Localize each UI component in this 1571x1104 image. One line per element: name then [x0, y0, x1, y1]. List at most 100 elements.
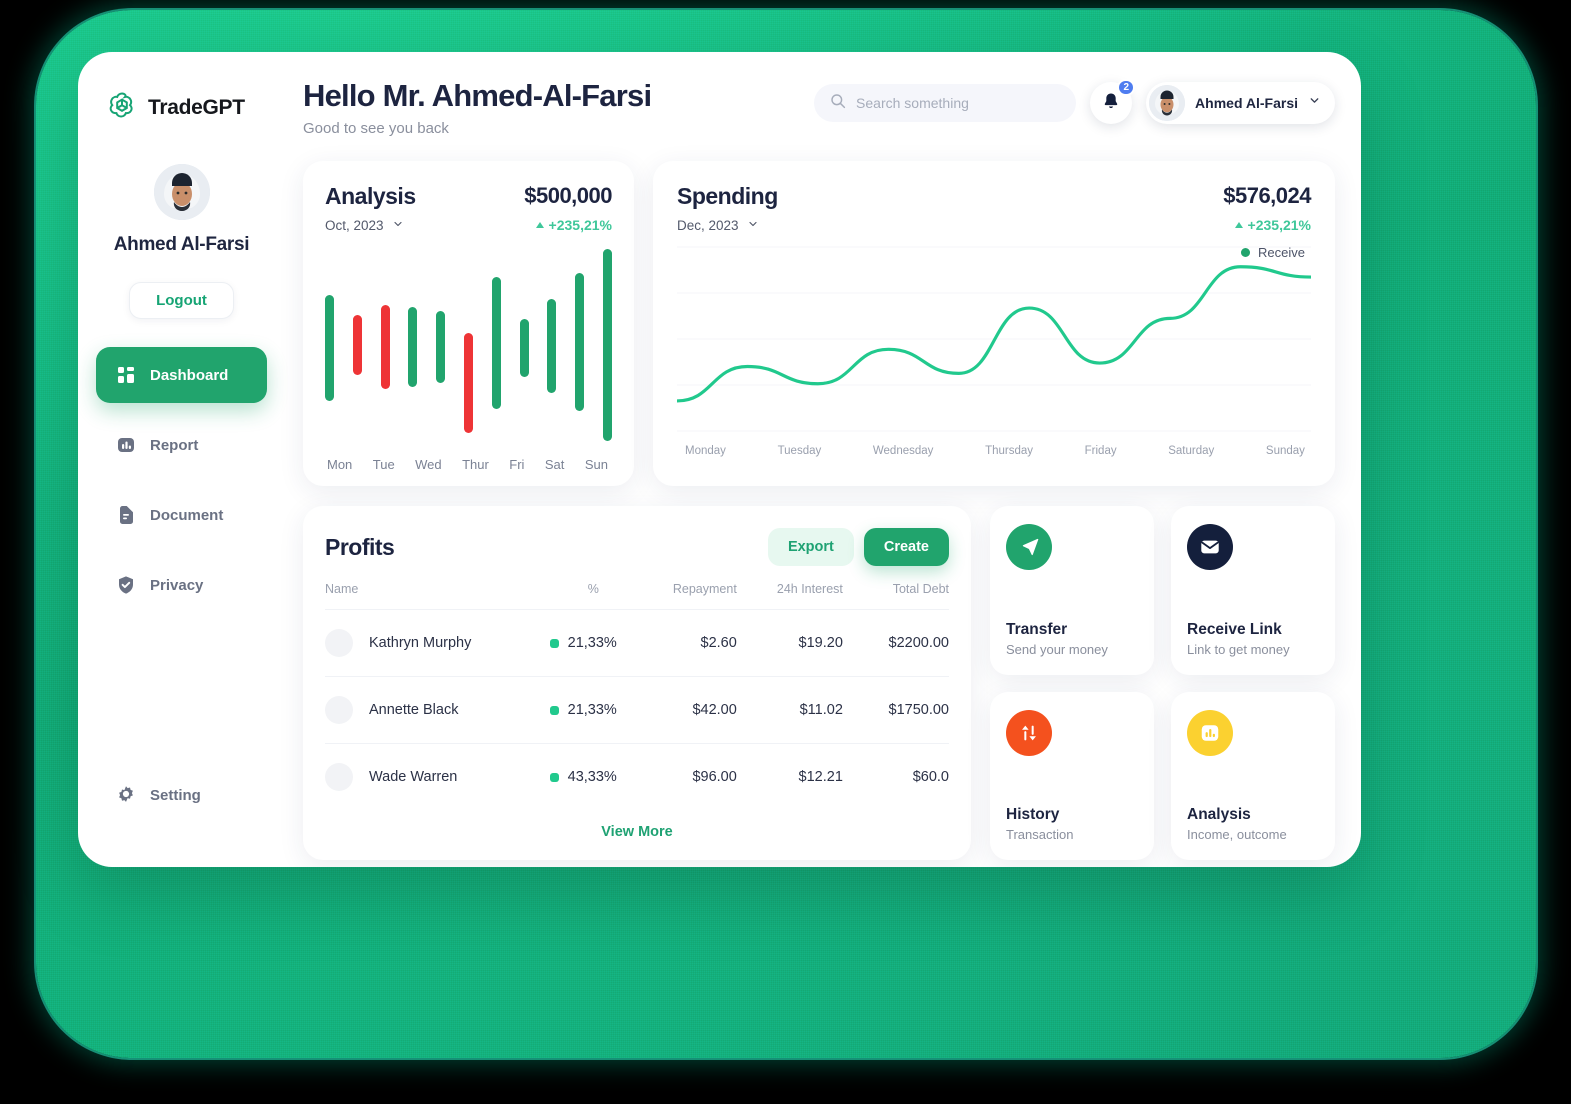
avatar [325, 629, 353, 657]
table-row[interactable]: Wade Warren 43,33% $96.00 $12.21 $60.0 [325, 743, 949, 811]
export-button[interactable]: Export [767, 528, 854, 566]
profits-table: Name % Repayment 24h Interest Total Debt [325, 582, 949, 810]
status-dot-icon [549, 638, 559, 648]
column-header: Repayment [672, 582, 737, 596]
profits-actions: Export Create [767, 528, 949, 566]
chart-bar [380, 305, 390, 389]
brand-name: TradeGPT [148, 96, 245, 119]
arrows-updown-icon [1006, 709, 1052, 756]
legend-label: Receive [1258, 245, 1305, 260]
sidebar-item-report[interactable]: Report [96, 417, 267, 473]
row-percent: 43,33% [567, 769, 617, 785]
chart-bar [325, 295, 334, 401]
gear-icon [116, 785, 136, 805]
spending-title: Spending [677, 183, 778, 209]
sidebar-item-privacy[interactable]: Privacy [96, 557, 267, 613]
action-card-history[interactable]: History Transaction [990, 691, 1154, 860]
cell-interest: $12.21 [798, 769, 843, 785]
column-header: % [587, 582, 599, 596]
sidebar-profile: Ahmed Al-Farsi [78, 164, 285, 256]
cell-debt: $2200.00 [888, 635, 949, 651]
avatar [325, 696, 353, 724]
lower-row: Profits Export Create Name % Repayment [303, 506, 1335, 860]
analysis-bar-chart [325, 249, 612, 449]
cell-name: Annette Black [325, 677, 550, 744]
search-box[interactable] [814, 84, 1077, 122]
axis-tick-label: Mon [327, 457, 353, 472]
table-body: Kathryn Murphy 21,33% $2.60 $19.20 $2200… [325, 609, 949, 811]
axis-tick-label: Saturday [1168, 445, 1215, 457]
sidebar-item-document[interactable]: Document [96, 487, 267, 543]
action-card-receive-link[interactable]: Receive Link Link to get money [1171, 506, 1335, 675]
profile-name: Ahmed Al-Farsi [1195, 95, 1298, 111]
cell-percent: 43,33% [549, 744, 637, 811]
avatar [153, 164, 210, 220]
analysis-period-select[interactable]: Oct, 2023 [325, 218, 416, 233]
axis-tick-label: Sunday [1265, 445, 1305, 457]
search-icon [830, 93, 846, 114]
column-header: Total Debt [892, 582, 949, 596]
sidebar-profile-name: Ahmed Al-Farsi [113, 234, 250, 255]
chart-bar [519, 319, 529, 377]
legend-dot-icon [1241, 248, 1251, 257]
create-button[interactable]: Create [863, 528, 949, 566]
analysis-delta-value: +235,21% [548, 217, 612, 233]
spending-delta-value: +235,21% [1247, 217, 1311, 233]
sidebar-item-label: Privacy [150, 576, 204, 594]
search-input[interactable] [856, 95, 1061, 111]
view-more-link[interactable]: View More [601, 824, 673, 840]
chart-bar [436, 311, 446, 383]
cell-repayment: $2.60 [700, 635, 737, 651]
spending-card-header: Spending Dec, 2023 $576,024 [677, 183, 1311, 233]
chart-bar [408, 307, 418, 387]
triangle-up-icon [535, 222, 544, 228]
bell-icon [1102, 92, 1120, 115]
chevron-down-icon [1308, 94, 1321, 112]
axis-tick-label: Thur [462, 457, 489, 472]
action-desc: Send your money [1006, 641, 1108, 657]
table-row[interactable]: Annette Black 21,33% $42.00 $11.02 $1750… [325, 676, 949, 744]
quick-actions: Transfer Send your money Receive Link Li… [990, 506, 1335, 860]
sidebar-item-setting[interactable]: Setting [96, 767, 267, 823]
axis-tick-label: Fri [509, 457, 525, 472]
avatar [325, 763, 353, 791]
chart-bar [464, 333, 473, 433]
column-header: Name [325, 582, 359, 596]
notification-badge: 2 [1117, 79, 1136, 96]
row-name: Wade Warren [369, 769, 458, 785]
cell-name: Wade Warren [325, 744, 550, 811]
sidebar-item-dashboard[interactable]: Dashboard [96, 347, 267, 403]
analysis-card-header: Analysis Oct, 2023 $500,000 [325, 183, 612, 233]
bar-chart-icon [1187, 709, 1233, 756]
table-row[interactable]: Kathryn Murphy 21,33% $2.60 $19.20 $2200… [325, 609, 949, 677]
openai-rosette-icon [106, 90, 138, 127]
action-card-transfer[interactable]: Transfer Send your money [990, 506, 1154, 675]
spending-svg [677, 246, 1311, 432]
analysis-amount: $500,000 [524, 183, 612, 208]
axis-tick-label: Tuesday [777, 445, 822, 457]
spending-period-select[interactable]: Dec, 2023 [677, 218, 778, 233]
brand-logo[interactable]: TradeGPT [78, 82, 285, 134]
logout-button[interactable]: Logout [129, 282, 234, 319]
profile-dropdown[interactable]: Ahmed Al-Farsi [1146, 82, 1335, 124]
table-header: Name % Repayment 24h Interest Total Debt [325, 582, 949, 610]
action-title: Receive Link [1187, 620, 1282, 638]
shield-check-icon [116, 575, 136, 595]
action-title: History [1006, 806, 1060, 823]
send-plane-icon [1006, 524, 1052, 570]
action-card-analysis[interactable]: Analysis Income, outcome [1171, 691, 1335, 860]
logout-wrap: Logout [78, 282, 285, 319]
row-name: Annette Black [369, 702, 459, 718]
row-percent: 21,33% [567, 702, 617, 718]
cell-percent: 21,33% [549, 677, 637, 744]
chart-bar [547, 299, 557, 393]
analysis-card: Analysis Oct, 2023 $500,000 [303, 161, 634, 486]
charts-row: Analysis Oct, 2023 $500,000 [303, 161, 1335, 486]
chart-legend: Receive [1241, 245, 1305, 260]
chart-bar [575, 273, 585, 411]
action-title: Transfer [1006, 620, 1068, 638]
notifications[interactable]: 2 [1090, 79, 1136, 124]
analysis-x-axis: Mon Tue Wed Thur Fri Sat Sun [325, 449, 612, 472]
cell-repayment: $42.00 [692, 702, 737, 718]
